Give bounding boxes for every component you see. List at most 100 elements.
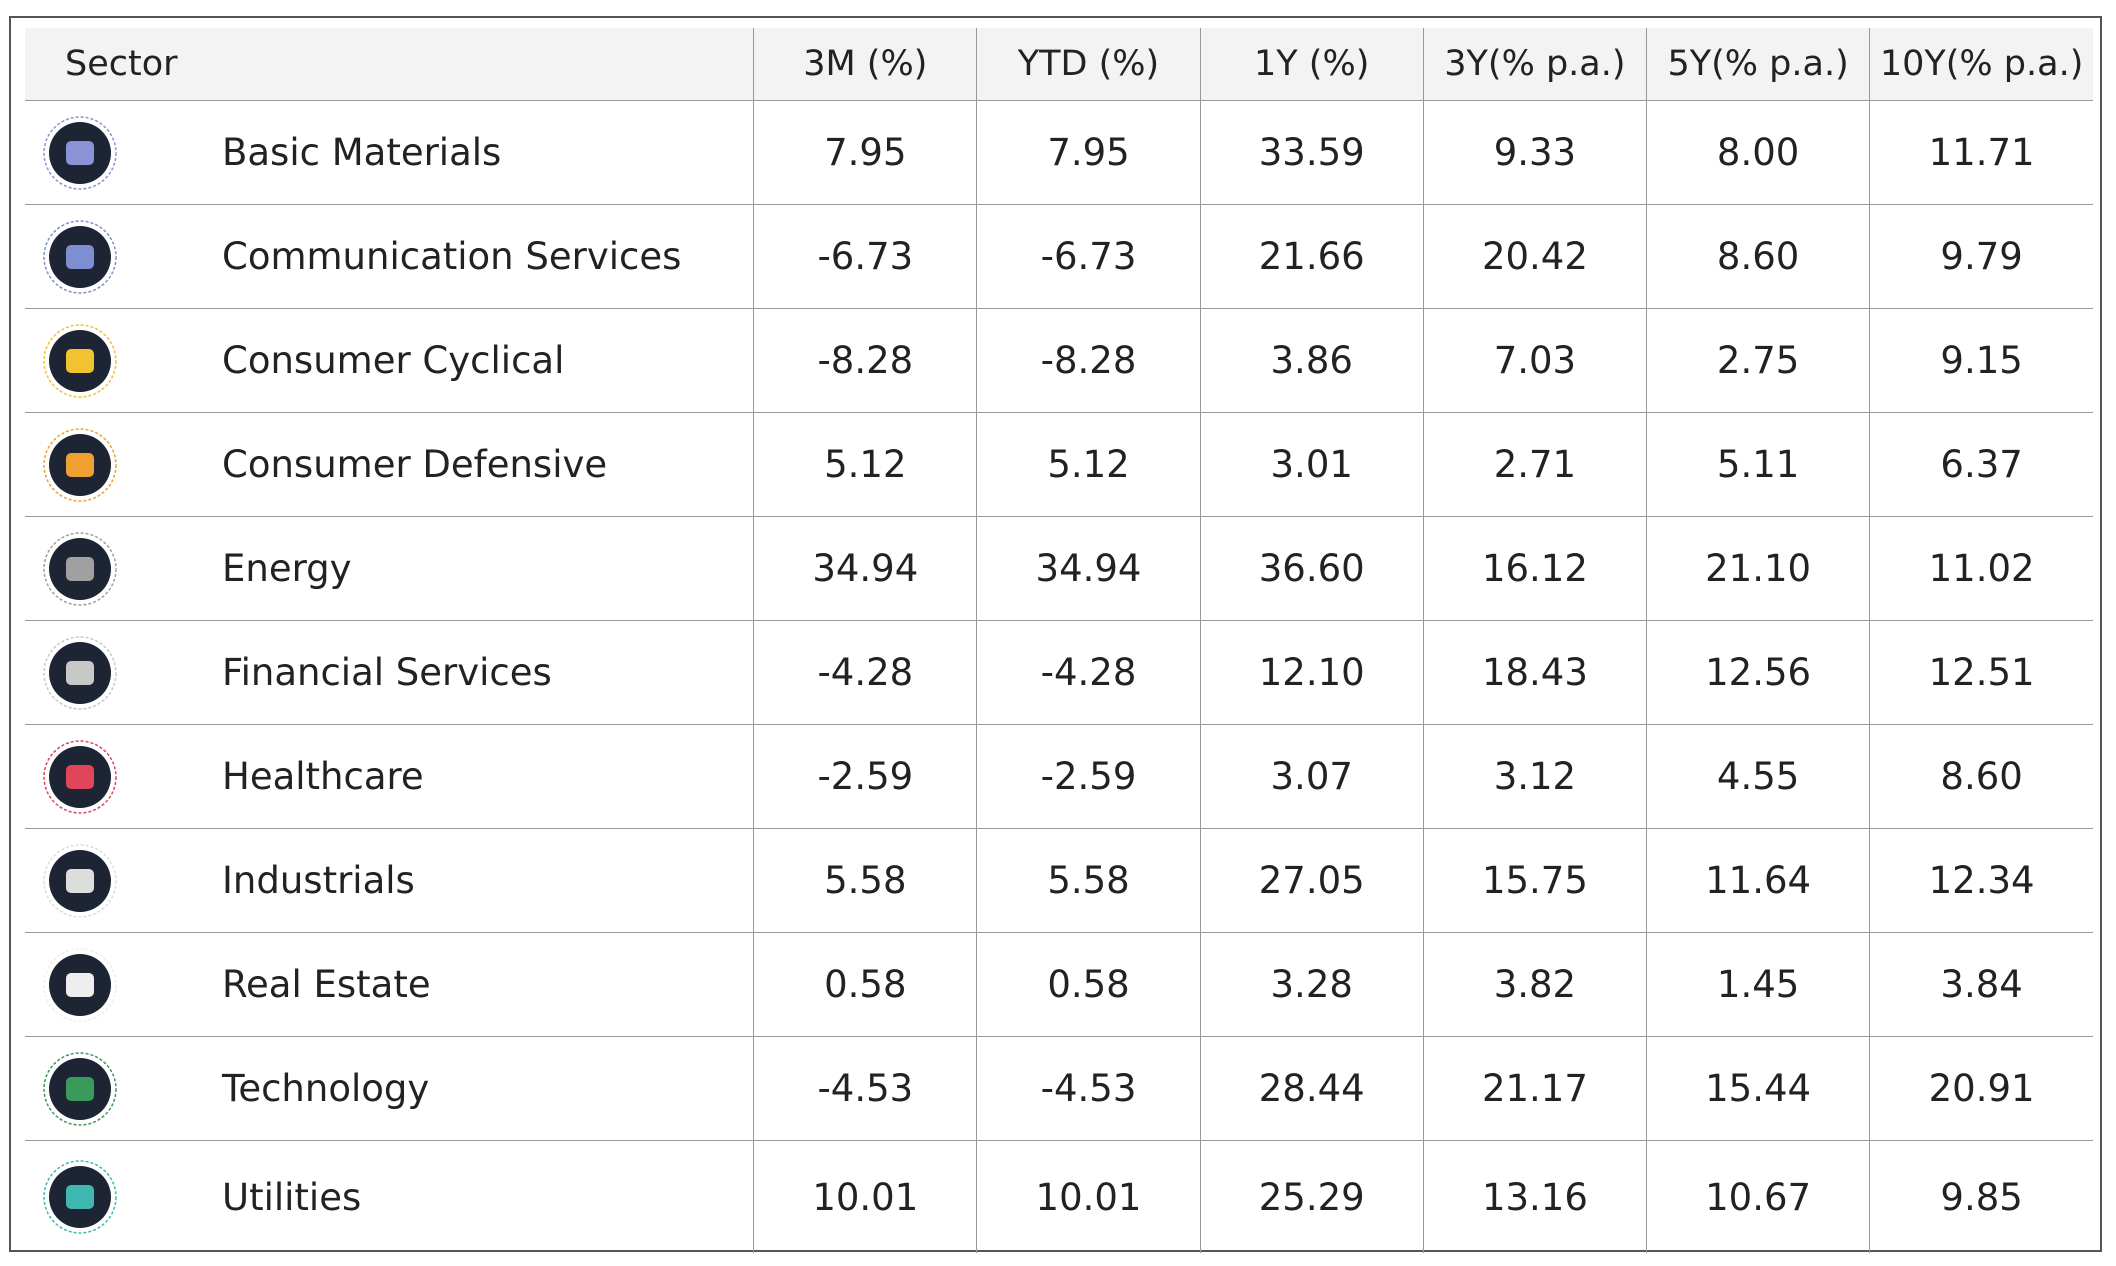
table-frame: Sector 3M (%) YTD (%) 1Y (%) 3Y(% p.a.) … — [9, 16, 2102, 1253]
table-row: Consumer Cyclical -8.28 -8.28 3.86 7.03 2.75 9… — [25, 308, 2093, 413]
value-cell: 11.02 — [1869, 516, 2093, 621]
sector-name: Healthcare — [222, 755, 424, 798]
value-cell: 11.71 — [1869, 100, 2093, 205]
value-cell: 5.12 — [753, 412, 977, 517]
value-cell: 2.71 — [1422, 412, 1647, 517]
sector-name: Energy — [222, 547, 352, 590]
value-cell: 21.10 — [1646, 516, 1870, 621]
sector-cell: Energy — [25, 516, 754, 621]
table-row: Financial Services -4.28 -4.28 12.10 18.43 12… — [25, 620, 2093, 725]
sector-cell: Basic Materials — [25, 100, 754, 205]
value-cell: 20.42 — [1422, 204, 1647, 309]
icon-glyph — [66, 452, 94, 477]
sector-name: Basic Materials — [222, 131, 502, 174]
sector-icon — [43, 1051, 117, 1126]
value-cell: 9.33 — [1422, 100, 1647, 205]
sector-cell: Industrials — [25, 828, 754, 933]
icon-ring — [43, 1051, 117, 1126]
sector-cell: Consumer Defensive — [25, 412, 754, 517]
icon-glyph — [66, 764, 94, 789]
value-cell: 11.64 — [1646, 828, 1870, 933]
sector-name: Industrials — [222, 859, 415, 902]
icon-ring — [43, 531, 117, 606]
sector-wrap: Consumer Defensive — [25, 427, 753, 503]
icon-ring — [43, 115, 117, 190]
sector-name: Consumer Cyclical — [222, 339, 565, 382]
sector-wrap: Real Estate — [25, 947, 753, 1023]
value-cell: 10.67 — [1646, 1140, 1870, 1253]
icon-ring — [43, 219, 117, 294]
value-cell: 8.00 — [1646, 100, 1870, 205]
sector-icon — [43, 219, 117, 294]
header-cell: 5Y(% p.a.) — [1646, 28, 1870, 101]
value-cell: 25.29 — [1199, 1140, 1424, 1253]
icon-ring — [43, 323, 117, 398]
value-cell: 12.56 — [1646, 620, 1870, 725]
value-cell: 3.07 — [1199, 724, 1424, 829]
value-cell: -4.28 — [976, 620, 1201, 725]
sector-icon — [43, 739, 117, 814]
value-cell: -6.73 — [753, 204, 977, 309]
table-row: Utilities 10.01 10.01 25.29 13.16 10.67 9.85 — [25, 1140, 2093, 1254]
header-cell: Sector — [25, 28, 754, 101]
icon-ring — [43, 427, 117, 502]
value-cell: -4.53 — [976, 1036, 1201, 1141]
sector-wrap: Communication Services — [25, 219, 753, 295]
sector-wrap: Consumer Cyclical — [25, 323, 753, 399]
sector-table: Sector 3M (%) YTD (%) 1Y (%) 3Y(% p.a.) … — [25, 28, 2093, 1253]
value-cell: -8.28 — [976, 308, 1201, 413]
value-cell: 1.45 — [1646, 932, 1870, 1037]
value-cell: 5.12 — [976, 412, 1201, 517]
value-cell: 15.75 — [1422, 828, 1647, 933]
value-cell: 10.01 — [976, 1140, 1201, 1253]
value-cell: 7.95 — [753, 100, 977, 205]
value-cell: -4.28 — [753, 620, 977, 725]
icon-ring — [43, 739, 117, 814]
icon-glyph — [66, 972, 94, 997]
sector-wrap: Utilities — [25, 1159, 753, 1235]
table-row: Technology -4.53 -4.53 28.44 21.17 15.44 20.91 — [25, 1036, 2093, 1141]
sector-cell: Consumer Cyclical — [25, 308, 754, 413]
header-row: Sector 3M (%) YTD (%) 1Y (%) 3Y(% p.a.) … — [25, 28, 2093, 101]
table-row: Real Estate 0.58 0.58 3.28 3.82 1.45 3.84 — [25, 932, 2093, 1037]
sector-cell: Technology — [25, 1036, 754, 1141]
sector-wrap: Industrials — [25, 843, 753, 919]
value-cell: 5.11 — [1646, 412, 1870, 517]
sector-name: Consumer Defensive — [222, 443, 608, 486]
icon-ring — [43, 843, 117, 918]
value-cell: 21.66 — [1199, 204, 1424, 309]
sector-cell: Utilities — [25, 1141, 754, 1254]
value-cell: 15.44 — [1646, 1036, 1870, 1141]
header-cell: 1Y (%) — [1199, 28, 1424, 101]
value-cell: 13.16 — [1422, 1140, 1647, 1253]
value-cell: 7.03 — [1422, 308, 1647, 413]
icon-glyph — [66, 1076, 94, 1101]
value-cell: 6.37 — [1869, 412, 2093, 517]
table-row: Communication Services -6.73 -6.73 21.66 20.… — [25, 204, 2093, 309]
value-cell: 34.94 — [976, 516, 1201, 621]
header-cell: YTD (%) — [976, 28, 1201, 101]
sector-wrap: Basic Materials — [25, 115, 753, 191]
icon-glyph — [66, 348, 94, 373]
value-cell: 21.17 — [1422, 1036, 1647, 1141]
icon-glyph — [66, 868, 94, 893]
icon-glyph — [66, 660, 94, 685]
header-cell: 3Y(% p.a.) — [1422, 28, 1647, 101]
value-cell: 9.15 — [1869, 308, 2093, 413]
value-cell: 36.60 — [1199, 516, 1424, 621]
value-cell: 3.82 — [1422, 932, 1647, 1037]
sector-wrap: Energy — [25, 531, 753, 607]
sector-name: Technology — [222, 1067, 430, 1110]
value-cell: 18.43 — [1422, 620, 1647, 725]
sector-wrap: Financial Services — [25, 635, 753, 711]
sector-wrap: Healthcare — [25, 739, 753, 815]
value-cell: 0.58 — [753, 932, 977, 1037]
sector-cell: Communication Services — [25, 204, 754, 309]
value-cell: 16.12 — [1422, 516, 1647, 621]
table-body: Basic Materials 7.95 7.95 33.59 9.33 8.00 11.7… — [25, 100, 2093, 1254]
value-cell: 8.60 — [1646, 204, 1870, 309]
value-cell: 10.01 — [753, 1140, 977, 1253]
table-row: Energy 34.94 34.94 36.60 16.12 21.10 11.02 — [25, 516, 2093, 621]
sector-icon — [43, 947, 117, 1022]
sector-icon — [43, 843, 117, 918]
